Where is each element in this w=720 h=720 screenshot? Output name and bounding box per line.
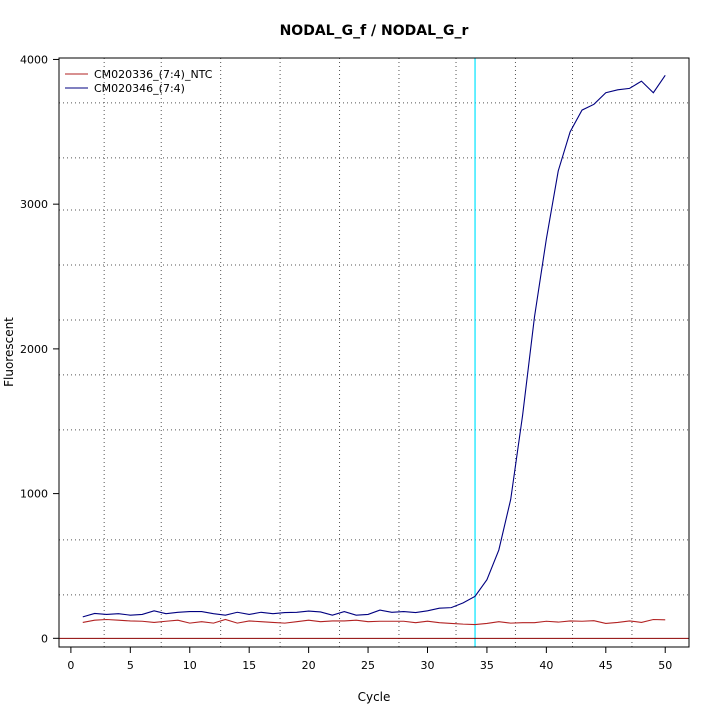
- x-tick-label: 40: [539, 659, 553, 672]
- x-tick-label: 25: [361, 659, 375, 672]
- x-axis-label: Cycle: [358, 690, 391, 704]
- x-tick-label: 30: [420, 659, 434, 672]
- legend-label-1: CM020336_(7:4)_NTC: [94, 68, 213, 81]
- series-group: [82, 75, 666, 626]
- grid: [59, 58, 689, 647]
- chart-title: NODAL_G_f / NODAL_G_r: [280, 23, 469, 39]
- legend-label-2: CM020346_(7:4): [94, 82, 185, 95]
- x-tick-label: 5: [127, 659, 134, 672]
- y-tick-label: 4000: [20, 53, 48, 66]
- x-tick-label: 20: [302, 659, 316, 672]
- x-tick-label: 10: [183, 659, 197, 672]
- x-tick-label: 15: [242, 659, 256, 672]
- x-tick-label: 45: [599, 659, 613, 672]
- y-tick-label: 2000: [20, 343, 48, 356]
- series-line-2: [82, 75, 666, 618]
- x-tick-label: 50: [658, 659, 672, 672]
- axes: 0 5 10 15 20 25 30 35 40 45 50 0 1000 2000 3000 4000: [20, 53, 690, 672]
- plot-frame: [58, 57, 690, 648]
- x-tick-label: 35: [480, 659, 494, 672]
- y-tick-label: 0: [41, 632, 48, 645]
- series-line-1: [82, 618, 666, 626]
- y-axis-label: Fluorescent: [2, 317, 16, 387]
- x-tick-label: 0: [67, 659, 74, 672]
- y-tick-label: 3000: [20, 198, 48, 211]
- y-tick-label: 1000: [20, 488, 48, 501]
